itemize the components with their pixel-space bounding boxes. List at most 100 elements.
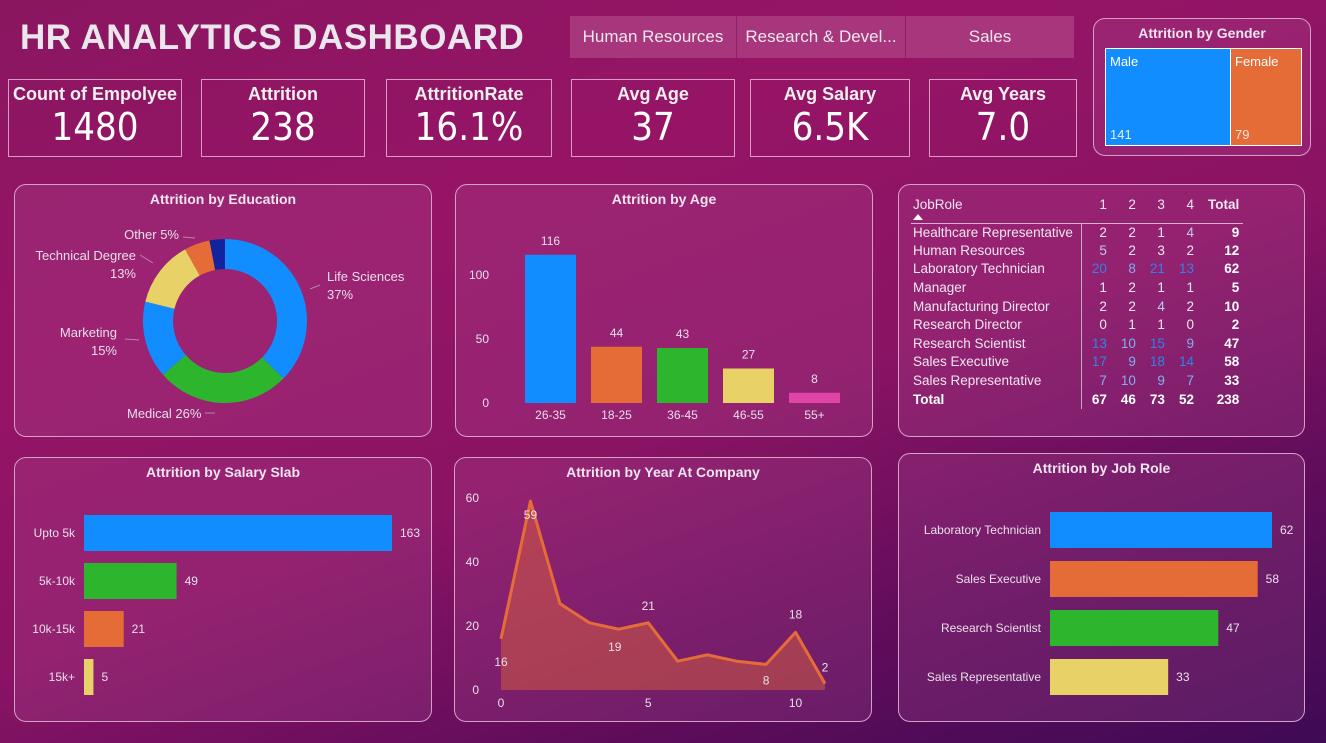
matrix-row[interactable]: Sales Executive 17 9 18 14 58 (911, 353, 1243, 372)
matrix-cell: 4 (1157, 298, 1165, 314)
matrix-row[interactable]: Research Director 0 1 1 0 2 (911, 315, 1243, 335)
matrix-row-label: Research Director (911, 315, 1082, 335)
data-label: 43 (676, 327, 690, 341)
bar-46-55[interactable] (723, 368, 774, 403)
data-point[interactable] (674, 657, 682, 665)
matrix-row[interactable]: Manufacturing Director 2 2 4 2 10 (911, 297, 1243, 316)
donut-slice-life-sciences[interactable] (225, 239, 307, 379)
matrix-total-cell: 46 (1120, 391, 1136, 407)
kpi-label: Avg Years (959, 84, 1047, 104)
x-tick-label: 5 (645, 696, 652, 710)
bar-15k+[interactable] (84, 659, 94, 695)
matrix-row[interactable]: Healthcare Representative 2 2 1 4 9 (911, 223, 1243, 242)
matrix-row-total: 5 (1231, 280, 1240, 296)
matrix-cell: 2 (1128, 280, 1136, 296)
matrix-row-total: 33 (1224, 373, 1240, 389)
area-fill (501, 501, 825, 690)
data-point[interactable] (792, 628, 800, 636)
donut-slice-technical-degree[interactable] (145, 249, 200, 309)
card-title: Attrition by Gender (1138, 25, 1266, 41)
matrix-row[interactable]: Laboratory Technician 20 8 21 13 62 (911, 260, 1243, 279)
bar-sales-executive[interactable] (1050, 561, 1258, 597)
tile-label: Female (1235, 54, 1279, 69)
data-label: 163 (400, 526, 420, 540)
years-card: Attrition by Year At Company 0 20 40 60 0 5 10… (454, 457, 872, 722)
matrix-cell: 8 (1128, 261, 1136, 277)
matrix-cell: 21 (1149, 261, 1165, 277)
matrix-row-total: 47 (1224, 335, 1240, 351)
years-area-chart: 0 20 40 60 0 5 10 16 59 19 21 8 18 2 (466, 491, 829, 710)
donut-slice-marketing[interactable] (143, 301, 186, 375)
card-title: Attrition by Education (149, 191, 297, 207)
matrix-cell: 2 (1128, 242, 1136, 258)
data-label: 58 (1266, 572, 1280, 586)
matrix-header-col[interactable]: 1 (1099, 197, 1107, 212)
data-point[interactable] (615, 625, 623, 633)
slicer-item-human-resources[interactable]: Human Resources (570, 16, 737, 58)
slicer-item-research-development[interactable]: Research & Devel... (737, 16, 906, 58)
matrix-cell: 7 (1099, 373, 1107, 389)
y-category-label: Upto 5k (34, 526, 76, 540)
data-point[interactable] (644, 619, 652, 627)
donut-slice-medical[interactable] (163, 355, 284, 403)
donut-slice-other[interactable] (185, 240, 216, 276)
kpi-value: 6.5K (791, 105, 869, 149)
jobrole-matrix: JobRole 1 2 3 4 Total Healthcare Represe… (911, 197, 1244, 409)
data-point[interactable] (703, 651, 711, 659)
matrix-row-label: Sales Representative (911, 371, 1082, 391)
data-point[interactable] (526, 497, 534, 505)
bar-10k-15k[interactable] (84, 611, 124, 647)
bar-36-45[interactable] (657, 348, 708, 403)
sort-ascending-icon[interactable] (913, 214, 923, 220)
donut-label-line: Marketing (60, 325, 117, 340)
data-label: 16 (494, 655, 508, 669)
y-tick-label: 60 (466, 491, 480, 505)
bar-upto-5k[interactable] (84, 515, 392, 551)
data-label: 5 (101, 670, 108, 684)
matrix-row[interactable]: Research Scientist 13 10 15 9 47 (911, 334, 1243, 354)
data-point[interactable] (497, 635, 505, 643)
bar-5k-10k[interactable] (84, 563, 177, 599)
matrix-header-total[interactable]: Total (1207, 197, 1240, 212)
matrix-row-total: 58 (1224, 354, 1240, 370)
matrix-header-col[interactable]: 4 (1186, 197, 1194, 212)
matrix-cell: 2 (1186, 242, 1194, 258)
matrix-cell: 2 (1186, 298, 1194, 314)
matrix-cell: 13 (1091, 335, 1107, 351)
x-tick-label: 46-55 (733, 408, 764, 422)
bar-55+[interactable] (789, 392, 840, 403)
bar-laboratory-technician[interactable] (1050, 512, 1272, 548)
matrix-row[interactable]: Human Resources 5 2 3 2 12 (911, 241, 1243, 261)
bar-26-35[interactable] (525, 254, 576, 403)
data-point[interactable] (762, 660, 770, 668)
matrix-total-cell: 52 (1178, 391, 1194, 407)
jobrole-matrix-card: JobRole 1 2 3 4 Total Healthcare Represe… (898, 184, 1305, 437)
y-category-label: 5k-10k (39, 574, 76, 588)
bar-sales-representative[interactable] (1050, 659, 1169, 695)
matrix-header-col[interactable]: 2 (1128, 197, 1136, 212)
matrix-cell: 1 (1157, 317, 1165, 333)
bar-18-25[interactable] (591, 346, 642, 403)
bar-research-scientist[interactable] (1050, 610, 1219, 646)
treemap-tile-male[interactable]: Male 141 (1105, 48, 1231, 146)
data-label: 47 (1226, 621, 1240, 635)
data-point[interactable] (733, 657, 741, 665)
department-slicer: Human Resources Research & Devel... Sale… (570, 16, 1074, 58)
data-point[interactable] (821, 680, 829, 688)
y-tick-label: 100 (469, 268, 489, 282)
slicer-item-sales[interactable]: Sales (906, 16, 1074, 58)
data-point[interactable] (556, 600, 564, 608)
matrix-row[interactable]: Sales Representative 7 10 9 7 33 (911, 371, 1243, 391)
kpi-value: 7.0 (975, 105, 1031, 149)
matrix-row-label: Healthcare Representative (911, 223, 1082, 242)
treemap-tile-female[interactable]: Female 79 (1231, 48, 1302, 146)
matrix-cell: 7 (1186, 373, 1194, 389)
matrix-row[interactable]: Manager 1 2 1 1 5 (911, 278, 1243, 298)
data-point[interactable] (585, 619, 593, 627)
matrix-header-jobrole[interactable]: JobRole (911, 197, 1081, 223)
matrix-header-col[interactable]: 3 (1157, 197, 1165, 212)
y-category-label: Sales Executive (956, 572, 1042, 586)
matrix-row-label: Human Resources (911, 241, 1082, 261)
matrix-cell: 3 (1157, 242, 1165, 258)
donut-slice-unlabeled[interactable] (209, 239, 225, 270)
